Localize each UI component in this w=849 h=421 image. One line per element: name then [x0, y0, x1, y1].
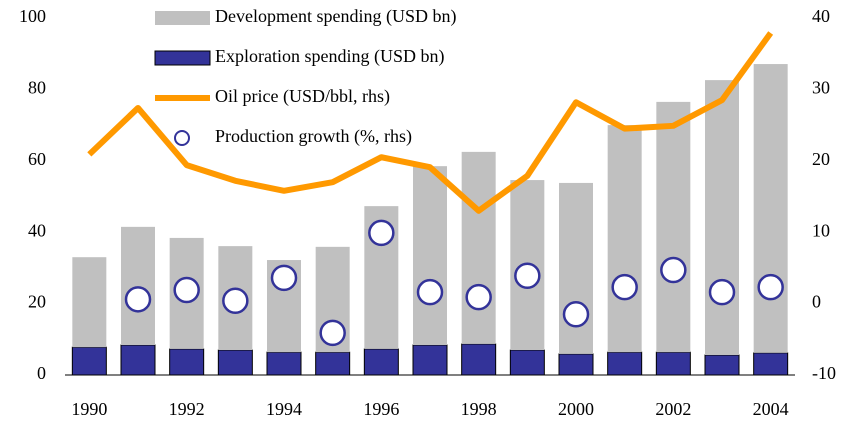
- point: [416, 278, 444, 306]
- legend-label: Development spending (USD bn): [215, 6, 456, 27]
- bar: [607, 351, 643, 376]
- y-tick-label: 0: [37, 363, 46, 383]
- point: [562, 301, 590, 328]
- y-tick-label: 60: [28, 149, 46, 169]
- point: [368, 219, 395, 247]
- bar: [169, 348, 205, 376]
- bar: [121, 226, 155, 346]
- y2-tick-label: 20: [812, 149, 830, 169]
- x-tick-label: 2000: [558, 399, 594, 419]
- point: [319, 319, 346, 347]
- x-tick-label: 2002: [655, 399, 691, 419]
- point: [270, 264, 298, 292]
- bar: [704, 354, 740, 376]
- legend-swatch: [155, 11, 210, 25]
- bar: [120, 344, 156, 376]
- bar: [217, 349, 253, 376]
- x-tick-label: 1996: [363, 399, 399, 419]
- x-tick-label: 2004: [753, 399, 789, 419]
- bar: [412, 344, 448, 376]
- y-tick-label: 100: [19, 6, 46, 26]
- bar: [266, 351, 302, 376]
- legend-label: Oil price (USD/bbl, rhs): [215, 86, 390, 107]
- bar: [607, 125, 642, 353]
- y2-tick-label: 30: [812, 78, 830, 98]
- bar: [753, 352, 789, 376]
- bar: [655, 351, 691, 376]
- x-tick-label: 1994: [266, 399, 302, 419]
- point: [708, 278, 736, 306]
- bar: [71, 346, 107, 376]
- bar: [705, 80, 739, 356]
- line: [87, 31, 774, 214]
- bar: [461, 343, 497, 376]
- point: [465, 283, 492, 311]
- bar: [559, 182, 593, 354]
- point: [514, 262, 541, 290]
- point: [611, 273, 638, 301]
- legend-label: Exploration spending (USD bn): [215, 46, 444, 67]
- y2-tick-label: 40: [812, 6, 830, 26]
- point: [222, 287, 249, 314]
- bar: [72, 257, 107, 348]
- bar: [656, 101, 691, 353]
- point: [173, 276, 200, 304]
- bar: [315, 351, 351, 376]
- y2-tick-label: -10: [812, 363, 836, 383]
- x-tick-label: 1990: [71, 399, 107, 419]
- point: [757, 273, 784, 301]
- bar: [558, 353, 594, 376]
- x-tick-label: 1998: [461, 399, 497, 419]
- bar: [413, 166, 447, 346]
- point: [124, 286, 152, 313]
- point: [660, 256, 687, 284]
- x-tick-label: 1992: [169, 399, 205, 419]
- y-tick-label: 80: [28, 78, 46, 98]
- bar: [753, 64, 788, 353]
- legend-swatch: [174, 130, 190, 146]
- legend-label: Production growth (%, rhs): [215, 126, 412, 147]
- y-tick-label: 40: [28, 220, 46, 240]
- bar: [363, 348, 399, 376]
- y-tick-label: 20: [28, 292, 46, 312]
- legend-swatch: [154, 50, 211, 66]
- bar: [461, 151, 496, 344]
- bar: [509, 349, 545, 376]
- y2-tick-label: 0: [812, 292, 821, 312]
- y2-tick-label: 10: [812, 220, 830, 240]
